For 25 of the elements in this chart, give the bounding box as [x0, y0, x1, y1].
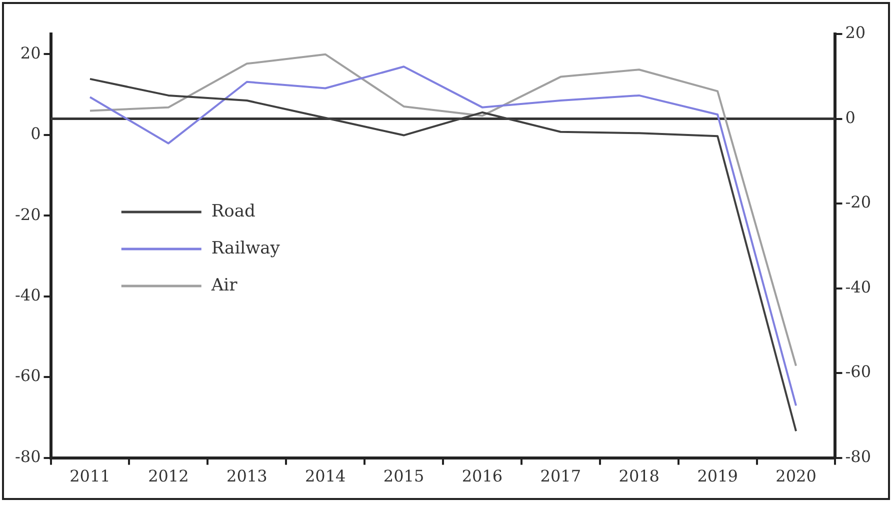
y2-tick-label: -60 — [845, 362, 871, 382]
y2-tick-label: -80 — [845, 446, 871, 466]
x-tick-label: 2018 — [618, 466, 660, 486]
x-tick-label: 2012 — [148, 466, 189, 486]
legend-label: Road — [211, 201, 256, 222]
legend-label: Railway — [211, 238, 280, 258]
y2-tick-label: -40 — [845, 277, 871, 296]
y-tick-label: -60 — [15, 366, 41, 386]
x-tick-label: 2016 — [462, 466, 503, 486]
y2-tick-label: 20 — [845, 23, 866, 42]
y-tick-label: 20 — [20, 43, 41, 62]
x-tick-label: 2011 — [70, 466, 110, 486]
y-tick-label: 0 — [30, 124, 41, 144]
x-tick-label: 2020 — [776, 466, 816, 486]
x-tick-label: 2013 — [226, 466, 268, 486]
y2-tick-label: -20 — [845, 192, 871, 212]
x-tick-label: 2017 — [540, 466, 582, 486]
legend-label: Air — [210, 275, 238, 296]
x-tick-label: 2014 — [304, 466, 346, 486]
y-tick-label: -80 — [15, 446, 41, 466]
y2-tick-label: 0 — [845, 108, 856, 127]
y-tick-label: -40 — [15, 286, 41, 305]
x-tick-label: 2015 — [383, 466, 424, 486]
y-tick-label: -20 — [15, 204, 41, 224]
x-tick-label: 2019 — [697, 466, 738, 486]
